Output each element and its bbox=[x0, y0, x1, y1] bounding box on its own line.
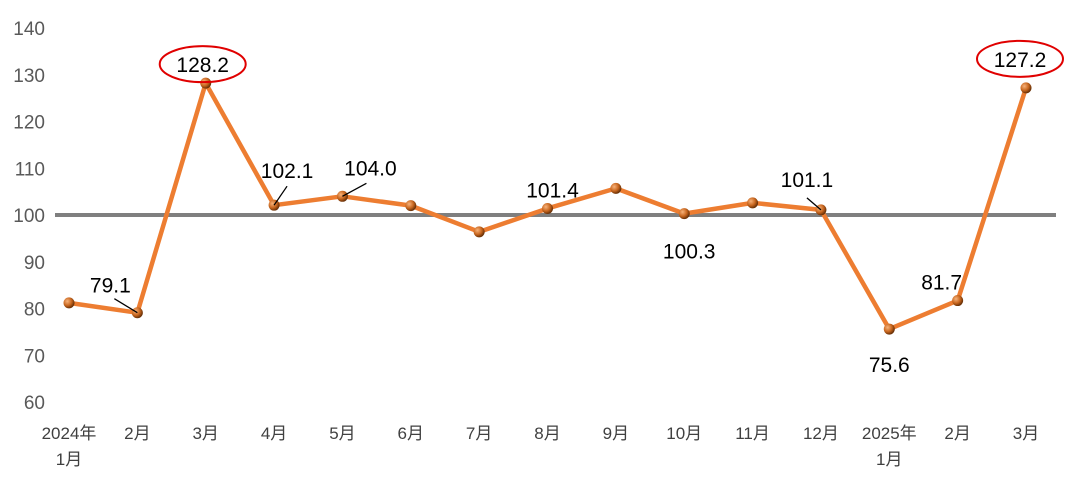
data-point bbox=[883, 323, 895, 335]
y-tick-label: 70 bbox=[24, 346, 45, 367]
data-label: 101.1 bbox=[781, 169, 834, 192]
y-tick-label: 140 bbox=[13, 19, 45, 40]
y-tick-label: 60 bbox=[24, 393, 45, 414]
x-tick-label: 1月 bbox=[876, 450, 902, 469]
data-point bbox=[678, 208, 690, 220]
x-tick-label: 8月 bbox=[534, 424, 560, 443]
x-tick-label: 3月 bbox=[192, 424, 218, 443]
data-label: 102.1 bbox=[261, 160, 314, 183]
plot-area bbox=[55, 77, 1056, 335]
x-tick-label: 12月 bbox=[803, 424, 839, 443]
data-label: 127.2 bbox=[994, 49, 1047, 72]
data-point bbox=[473, 226, 485, 238]
label-leader-line bbox=[114, 298, 138, 314]
x-tick-label: 2024年 bbox=[42, 424, 97, 443]
x-tick-label: 11月 bbox=[735, 424, 770, 443]
x-tick-label: 1月 bbox=[56, 450, 82, 469]
data-point bbox=[200, 77, 212, 89]
highlight-ellipse bbox=[158, 45, 247, 84]
data-point bbox=[610, 182, 622, 194]
data-label: 75.6 bbox=[869, 354, 910, 377]
x-tick-label: 6月 bbox=[398, 424, 424, 443]
x-tick-label: 2025年 bbox=[862, 424, 917, 443]
data-label: 104.0 bbox=[344, 157, 397, 180]
data-point bbox=[405, 200, 417, 212]
x-tick-label: 5月 bbox=[329, 424, 355, 443]
y-tick-label: 130 bbox=[13, 66, 45, 87]
label-leader-line bbox=[273, 185, 288, 206]
x-axis: 2024年 1月 2月 3月 4月 5月 6月 7月 8月 9月 10月 11月 12月 2025年 1月 2… bbox=[42, 424, 1040, 469]
highlight-ellipse bbox=[976, 39, 1064, 78]
label-leader-line bbox=[806, 197, 822, 211]
data-label: 79.1 bbox=[90, 275, 131, 298]
y-axis: 60 70 80 90 100 110 120 130 140 bbox=[13, 19, 45, 414]
data-labels: 79.1 128.2 102.1 104.0 101.4 100.3 101.1 75.6 81… bbox=[90, 39, 1064, 377]
data-point bbox=[542, 202, 553, 214]
data-point bbox=[952, 295, 964, 307]
x-tick-label: 7月 bbox=[466, 424, 492, 443]
data-label: 100.3 bbox=[663, 241, 716, 264]
x-tick-label: 2月 bbox=[944, 424, 970, 443]
data-label: 81.7 bbox=[921, 272, 962, 295]
x-tick-label: 9月 bbox=[603, 424, 629, 443]
y-tick-label: 120 bbox=[13, 113, 45, 134]
y-tick-label: 80 bbox=[24, 300, 45, 321]
y-tick-label: 100 bbox=[13, 206, 45, 227]
data-label: 128.2 bbox=[176, 54, 229, 77]
y-tick-label: 90 bbox=[24, 253, 45, 274]
label-leader-line bbox=[342, 182, 367, 197]
data-point bbox=[63, 297, 75, 309]
data-label: 101.4 bbox=[526, 179, 579, 202]
data-point bbox=[1020, 82, 1032, 94]
x-tick-label: 3月 bbox=[1013, 424, 1039, 443]
x-tick-label: 10月 bbox=[666, 424, 702, 443]
y-tick-label: 110 bbox=[15, 159, 45, 180]
x-tick-label: 2月 bbox=[124, 424, 150, 443]
data-point bbox=[747, 197, 759, 209]
x-tick-label: 4月 bbox=[261, 424, 287, 443]
